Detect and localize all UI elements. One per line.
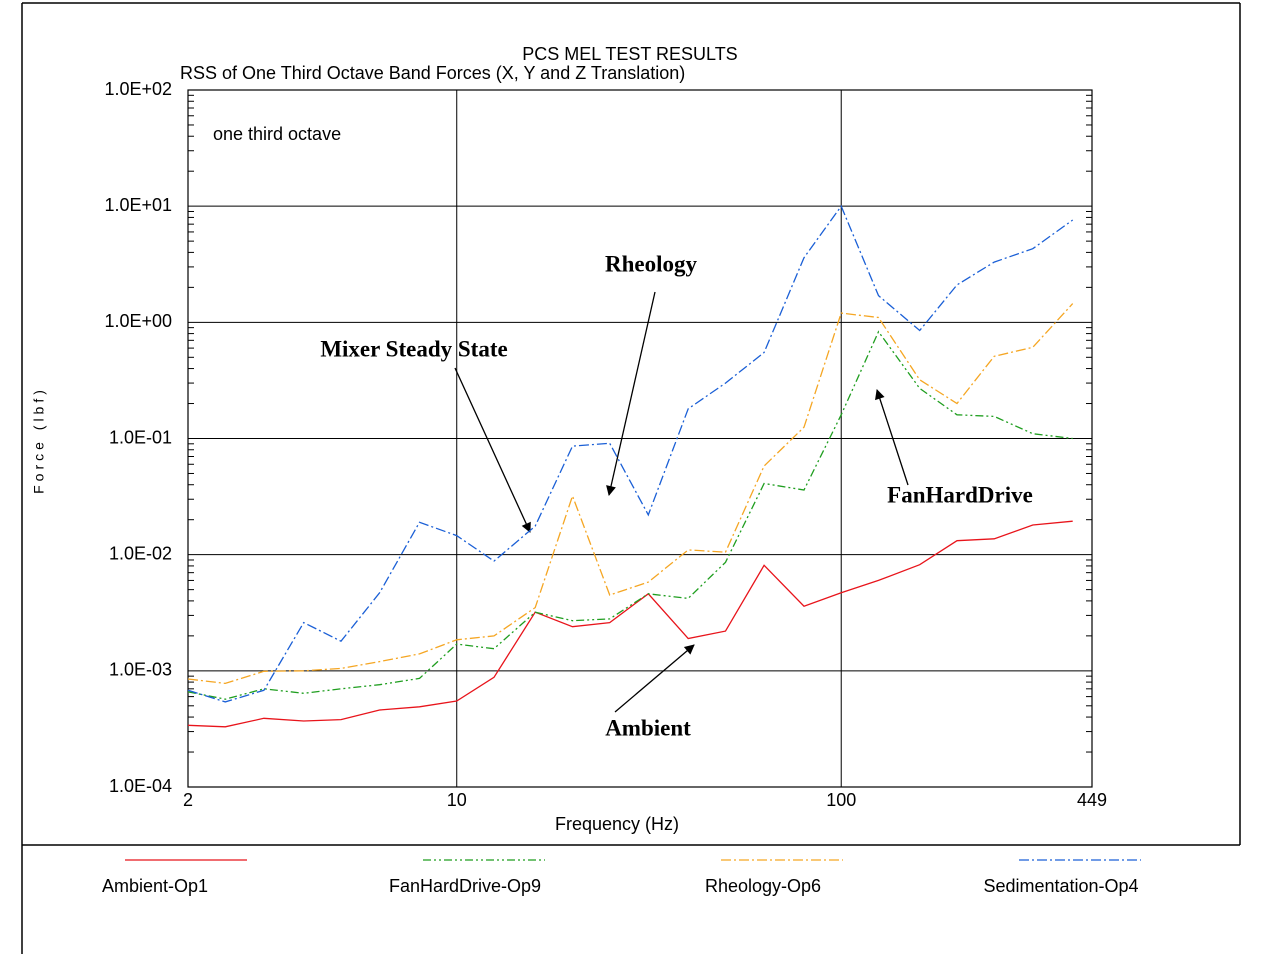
legend-label: Rheology-Op6 (705, 876, 821, 896)
arrow (606, 291, 656, 496)
arrow (614, 644, 695, 713)
x-axis-label: Frequency (Hz) (555, 814, 679, 834)
chart-title: PCS MEL TEST RESULTS (522, 44, 737, 64)
series-line (187, 303, 1074, 685)
x-tick-label: 449 (1077, 790, 1107, 810)
y-tick-label: 1.0E+01 (104, 195, 172, 215)
annotation: FanHardDrive (887, 482, 1033, 507)
y-tick-label: 1.0E-01 (109, 427, 172, 447)
y-tick-label: 1.0E+02 (104, 79, 172, 99)
annotation: Ambient (605, 715, 691, 740)
annotations (454, 291, 909, 713)
annotation: Rheology (605, 251, 698, 276)
series-line (187, 204, 1074, 703)
y-tick-label: 1.0E-04 (109, 776, 172, 796)
y-tick-label: 1.0E-02 (109, 543, 172, 563)
arrow (454, 367, 531, 533)
legend-label: Sedimentation-Op4 (983, 876, 1138, 896)
arrow (875, 389, 909, 486)
y-axis-label: Force (lbf) (31, 386, 47, 494)
note: one third octave (213, 124, 341, 144)
frame (21, 2, 1241, 954)
x-tick-label: 2 (183, 790, 193, 810)
series-line (187, 330, 1073, 700)
annotation: Mixer Steady State (320, 336, 507, 361)
series-line (187, 520, 1073, 728)
y-tick-label: 1.0E+00 (104, 311, 172, 331)
legend-label: FanHardDrive-Op9 (389, 876, 541, 896)
legend-label: Ambient-Op1 (102, 876, 208, 896)
y-tick-label: 1.0E-03 (109, 660, 172, 680)
x-tick-label: 10 (447, 790, 467, 810)
chart-subtitle: RSS of One Third Octave Band Forces (X, … (180, 63, 685, 83)
x-tick-label: 100 (826, 790, 856, 810)
